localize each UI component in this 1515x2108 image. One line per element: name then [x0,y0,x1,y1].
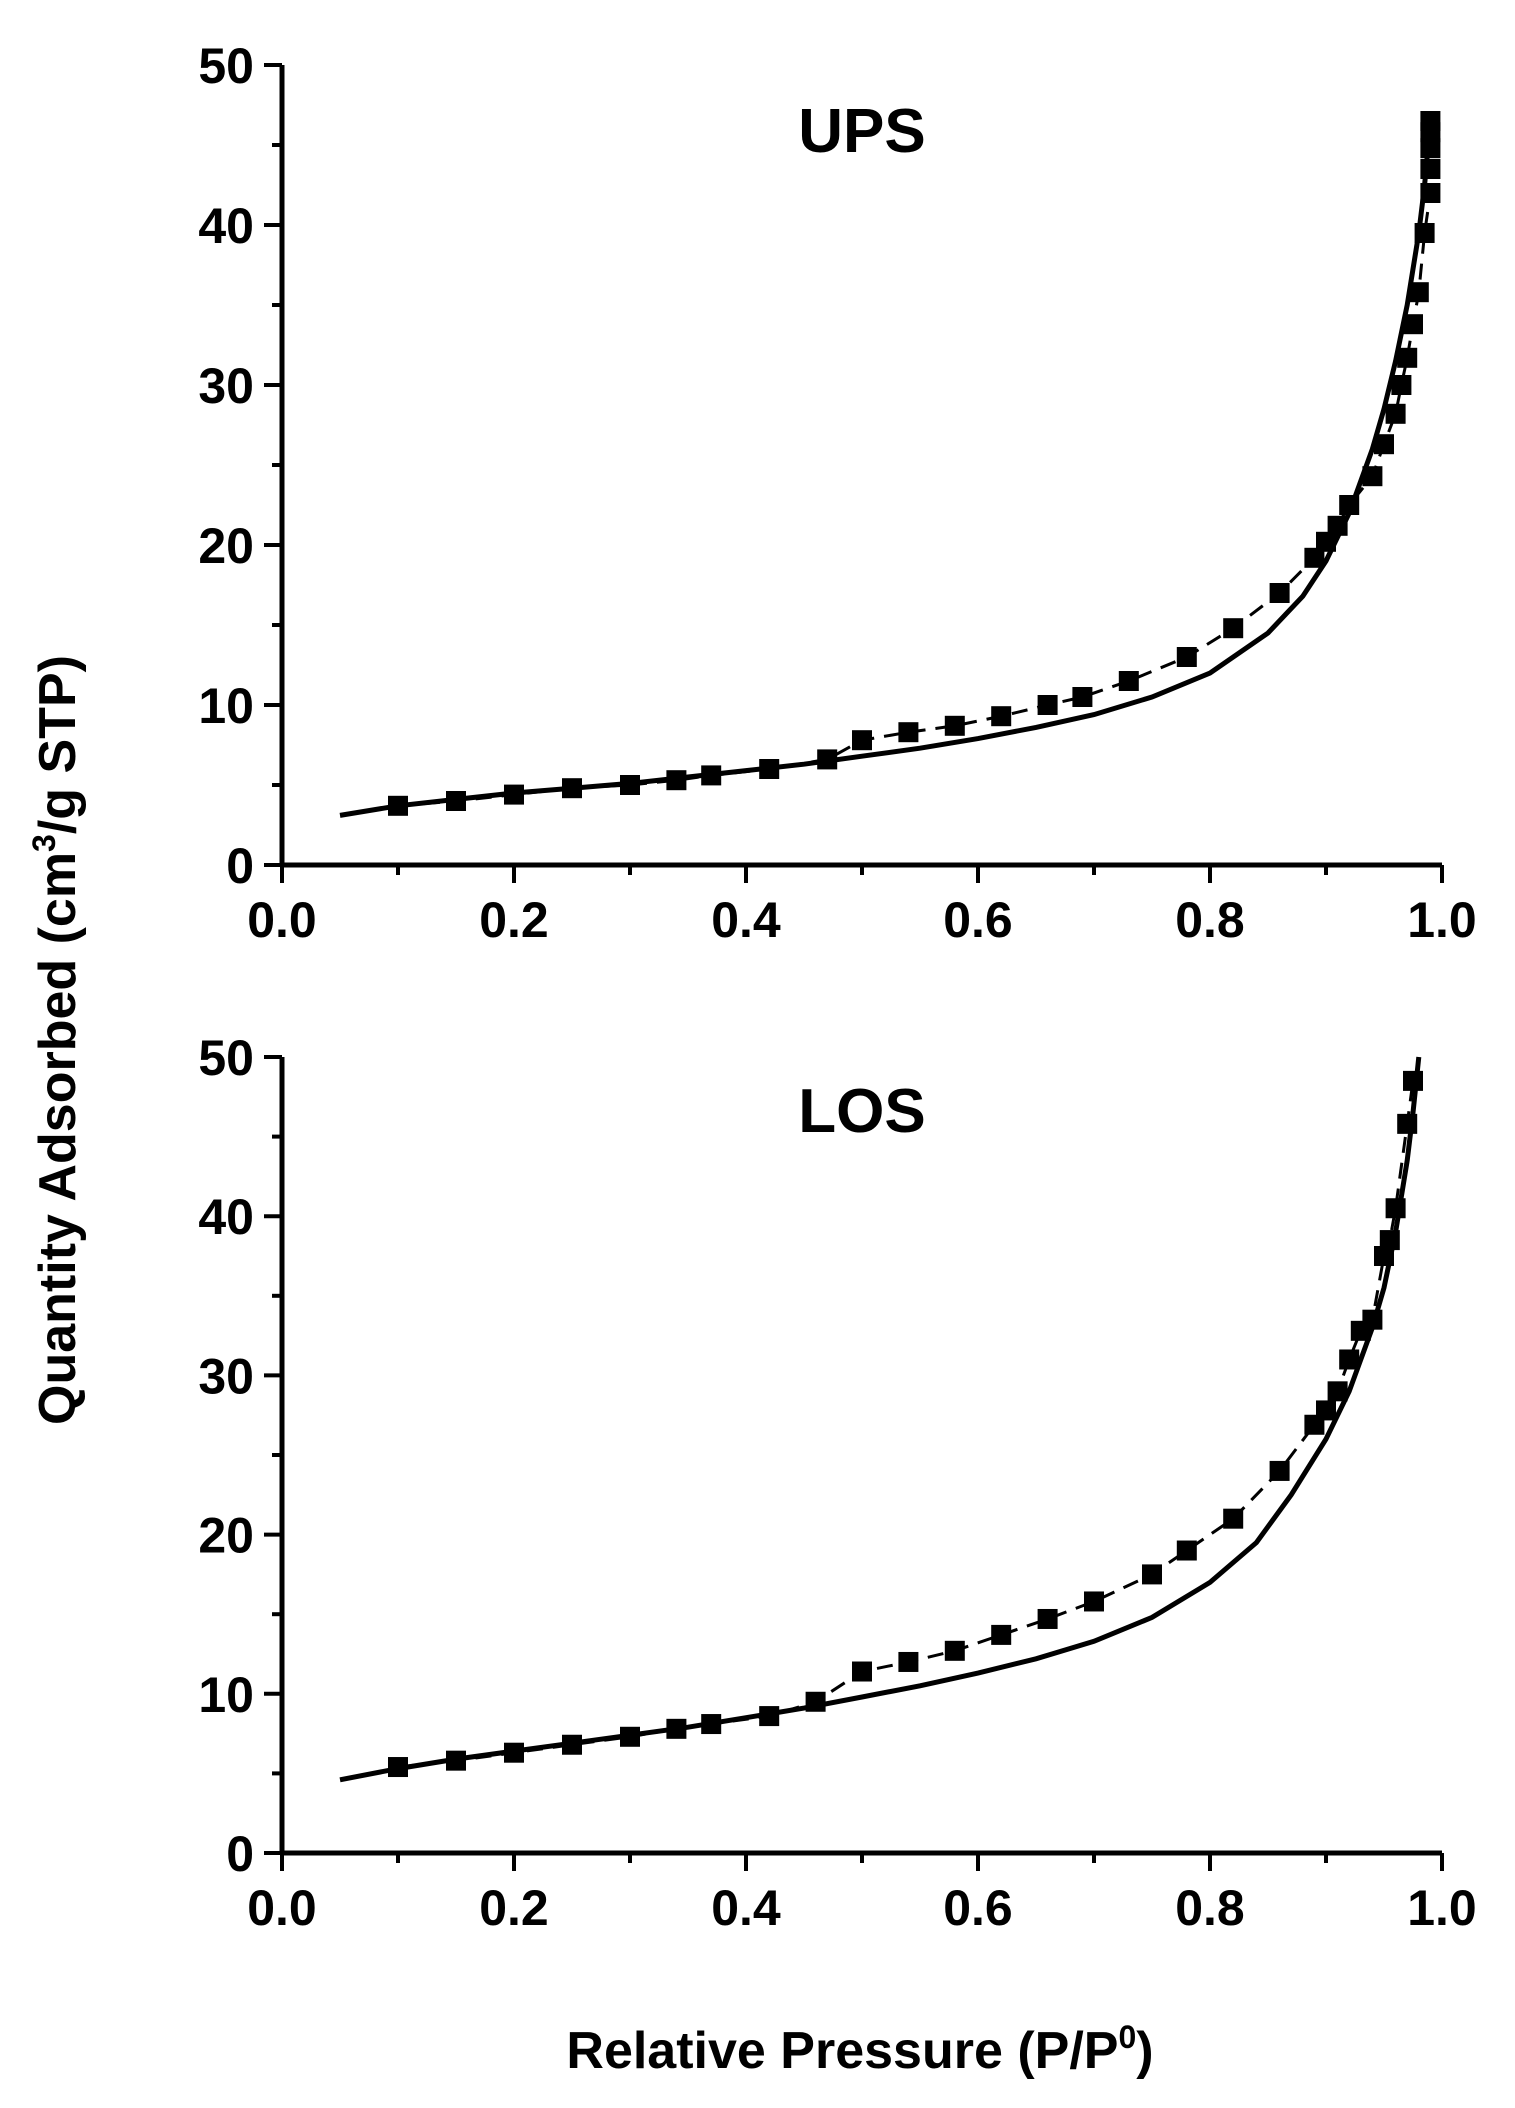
data-point [1223,618,1244,639]
data-point [1142,1564,1162,1585]
los-panel: 0.0 0.2 0.4 0.6 0.8 1.0 0 10 20 30 40 50 LOS [198,1030,1476,1936]
x-tick-label: 0.0 [247,1880,317,1936]
y-tick-label: 50 [198,38,254,94]
x-tick-label: 0.8 [1175,892,1245,948]
y-tick-label: 40 [198,1189,254,1245]
data-point [944,715,965,736]
panel-title: LOS [798,1077,925,1146]
y-tick-label: 50 [198,1030,254,1086]
data-point [1037,695,1058,715]
data-point [898,1651,919,1672]
y-tick-label: 0 [226,1826,254,1882]
x-axis-title: Relative Pressure (P/P0) [566,2019,1153,2080]
model-curve [339,1056,1422,1783]
data-point [991,1624,1012,1645]
x-tick-label: 0.0 [247,892,317,948]
x-tick-label: 0.8 [1175,1880,1245,1936]
y-tick-label: 0 [226,838,254,894]
data-point [1269,583,1290,603]
x-tick-label: 0.2 [479,1880,549,1936]
y-tick-label: 10 [198,678,254,734]
measured-curve [397,121,1432,808]
panel-title: UPS [798,97,925,166]
ups-panel: 0.0 0.2 0.4 0.6 0.8 1.0 0 10 20 30 40 50 UPS [198,38,1476,948]
data-point [1397,347,1418,368]
data-point [1362,466,1383,487]
data-point [1403,1070,1423,1091]
x-tick-label: 0.6 [943,1880,1013,1936]
data-point [1391,375,1412,395]
data-point [898,722,919,743]
data-point [1385,403,1406,424]
x-tick-label: 1.0 [1407,892,1477,948]
data-point [1339,1349,1360,1370]
y-tick-label: 30 [198,358,254,414]
x-tick-label: 0.4 [711,892,781,948]
y-tick-label: 20 [198,1508,254,1564]
data-point [1176,647,1197,667]
y-tick-label: 40 [198,198,254,254]
data-point [1269,1460,1290,1481]
data-point [1176,1540,1197,1561]
x-tick-label: 0.2 [479,892,549,948]
data-point [991,706,1012,727]
data-point [1084,1591,1104,1612]
data-point [1408,282,1429,303]
data-point [1223,1508,1244,1529]
y-tick-label: 30 [198,1348,254,1404]
y-tick-label: 10 [198,1667,254,1723]
data-point [852,1661,872,1682]
data-point [944,1640,965,1661]
model-curve [339,120,1433,818]
data-point [852,730,872,751]
data-point [1374,434,1394,455]
x-tick-label: 0.4 [711,1880,781,1936]
y-tick-label: 20 [198,518,254,574]
data-point [1072,687,1093,707]
data-point [1304,547,1325,568]
data-point [1316,1400,1336,1421]
data-point [1037,1608,1058,1629]
x-tick-label: 0.6 [943,892,1013,948]
data-point [1403,314,1423,335]
x-tick-label: 1.0 [1407,1880,1477,1936]
y-axis-title: Quantity Adsorbed (cm3/g STP) [26,655,87,1425]
data-point [1327,1381,1348,1402]
data-point [1118,671,1139,691]
